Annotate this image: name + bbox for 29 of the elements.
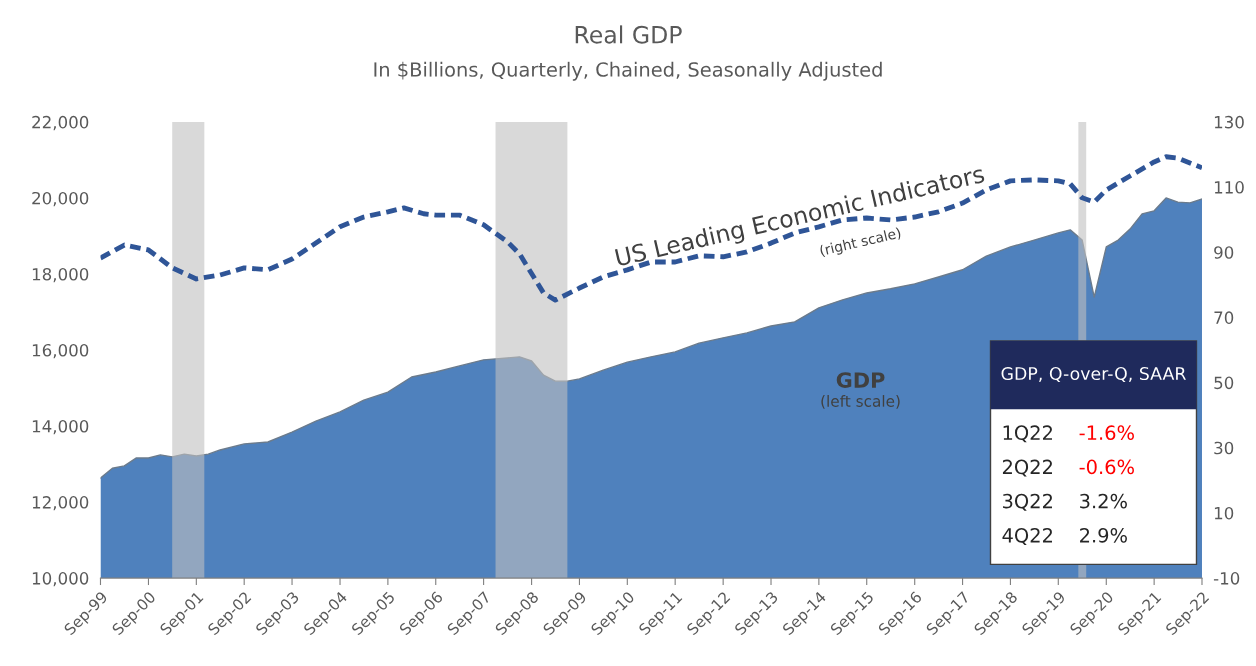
annotation: 3Q22 bbox=[1003, 493, 1052, 511]
y-tick-label: 18,000 bbox=[32, 267, 89, 283]
y2-tick-label: 130 bbox=[1214, 115, 1244, 129]
line-series bbox=[100, 154, 1202, 303]
y2-tick-label: -10 bbox=[1213, 572, 1240, 585]
y-tick-label: 12,000 bbox=[32, 496, 89, 511]
annotation: 2.9% bbox=[1080, 527, 1127, 543]
y2-tick-label: 110 bbox=[1214, 181, 1244, 194]
y-tick-label: 14,000 bbox=[32, 419, 89, 435]
annotation: -0.6% bbox=[1079, 459, 1134, 475]
annotation: 4Q22 bbox=[1002, 527, 1052, 545]
y-tick-label: 22,000 bbox=[32, 115, 89, 131]
y2-tick-label: 10 bbox=[1214, 506, 1234, 520]
annotation: (left scale) bbox=[821, 395, 900, 409]
y2-tick-label: 70 bbox=[1214, 311, 1234, 324]
series-label: GDP bbox=[836, 372, 885, 388]
y2-tick-label: 50 bbox=[1214, 376, 1234, 390]
annotation: -1.6% bbox=[1079, 425, 1134, 441]
y-tick-label: 16,000 bbox=[32, 343, 89, 359]
y2-tick-label: 30 bbox=[1214, 441, 1234, 455]
y-tick-label: 20,000 bbox=[32, 191, 89, 207]
annotation: GDP, Q-over-Q, SAAR bbox=[1001, 366, 1186, 383]
chart-title: Real GDP bbox=[575, 25, 682, 44]
y2-tick-label: 90 bbox=[1214, 246, 1234, 259]
y-tick-label: 10,000 bbox=[32, 572, 89, 587]
annotation: 3.2% bbox=[1080, 493, 1127, 509]
annotation: 1Q22 bbox=[1003, 425, 1052, 443]
chart-subtitle: In $Billions, Quarterly, Chained, Seasonally Adjusted bbox=[374, 61, 882, 81]
annotation: 2Q22 bbox=[1002, 459, 1052, 477]
